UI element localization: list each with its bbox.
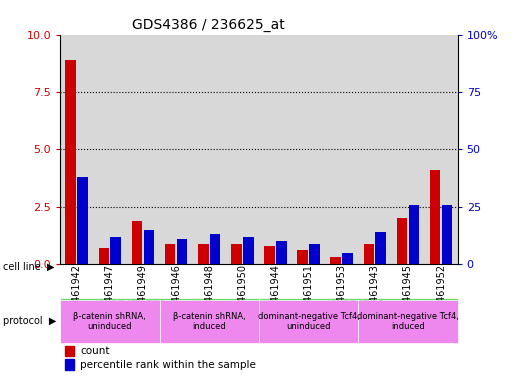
Bar xyxy=(60,300,160,343)
Text: GSM461944: GSM461944 xyxy=(270,264,280,323)
Bar xyxy=(226,35,259,264)
Text: GSM461948: GSM461948 xyxy=(204,264,214,323)
Bar xyxy=(358,35,391,264)
Bar xyxy=(60,298,259,311)
Bar xyxy=(442,205,452,264)
Bar xyxy=(358,300,458,343)
Bar xyxy=(264,246,275,264)
Bar xyxy=(165,243,175,264)
Bar xyxy=(243,237,254,264)
Bar xyxy=(259,300,358,343)
Bar xyxy=(363,243,374,264)
Text: dominant-negative Tcf4,
uninduced: dominant-negative Tcf4, uninduced xyxy=(258,312,359,331)
Bar xyxy=(425,35,458,264)
Text: GSM461943: GSM461943 xyxy=(370,264,380,323)
Text: GSM461949: GSM461949 xyxy=(138,264,148,323)
Text: Ls174T-L8: Ls174T-L8 xyxy=(332,300,384,310)
Bar xyxy=(98,248,109,264)
Bar xyxy=(259,35,292,264)
Text: GSM461945: GSM461945 xyxy=(403,264,413,323)
Bar xyxy=(396,218,407,264)
Bar xyxy=(144,230,154,264)
Bar xyxy=(292,35,325,264)
Text: GDS4386 / 236625_at: GDS4386 / 236625_at xyxy=(132,18,285,32)
Text: GSM461947: GSM461947 xyxy=(105,264,115,323)
Text: GSM461951: GSM461951 xyxy=(303,264,314,323)
Bar xyxy=(198,243,209,264)
Text: cell line  ▶: cell line ▶ xyxy=(3,262,54,272)
Bar xyxy=(210,234,221,264)
Bar xyxy=(93,35,127,264)
Bar xyxy=(343,253,353,264)
Bar xyxy=(65,60,76,264)
Bar xyxy=(60,35,93,264)
Text: percentile rank within the sample: percentile rank within the sample xyxy=(80,359,256,369)
Bar xyxy=(276,241,287,264)
Bar xyxy=(376,232,386,264)
Bar xyxy=(192,35,226,264)
Bar xyxy=(110,237,121,264)
Bar xyxy=(127,35,160,264)
Bar xyxy=(331,257,341,264)
Bar xyxy=(77,177,88,264)
Bar xyxy=(160,300,259,343)
Text: GSM461950: GSM461950 xyxy=(237,264,247,323)
Text: GSM461942: GSM461942 xyxy=(72,264,82,323)
Text: β-catenin shRNA,
induced: β-catenin shRNA, induced xyxy=(173,312,246,331)
Text: GSM461953: GSM461953 xyxy=(337,264,347,323)
Bar xyxy=(408,205,419,264)
Text: protocol  ▶: protocol ▶ xyxy=(3,316,56,326)
Bar xyxy=(391,35,425,264)
Bar xyxy=(259,298,458,311)
Bar xyxy=(309,243,320,264)
Bar xyxy=(160,35,192,264)
Bar xyxy=(297,250,308,264)
Text: β-catenin shRNA,
uninduced: β-catenin shRNA, uninduced xyxy=(73,312,146,331)
Bar xyxy=(430,170,440,264)
Bar xyxy=(325,35,358,264)
Text: count: count xyxy=(80,346,109,356)
Bar xyxy=(177,239,187,264)
Text: dominant-negative Tcf4,
induced: dominant-negative Tcf4, induced xyxy=(357,312,459,331)
Bar xyxy=(231,243,242,264)
Text: GSM461946: GSM461946 xyxy=(171,264,181,323)
Bar xyxy=(65,346,74,356)
Bar xyxy=(65,359,74,369)
Text: Ls174T-pTER-β-catenin: Ls174T-pTER-β-catenin xyxy=(100,300,219,310)
Text: GSM461952: GSM461952 xyxy=(436,264,446,323)
Bar xyxy=(132,220,142,264)
